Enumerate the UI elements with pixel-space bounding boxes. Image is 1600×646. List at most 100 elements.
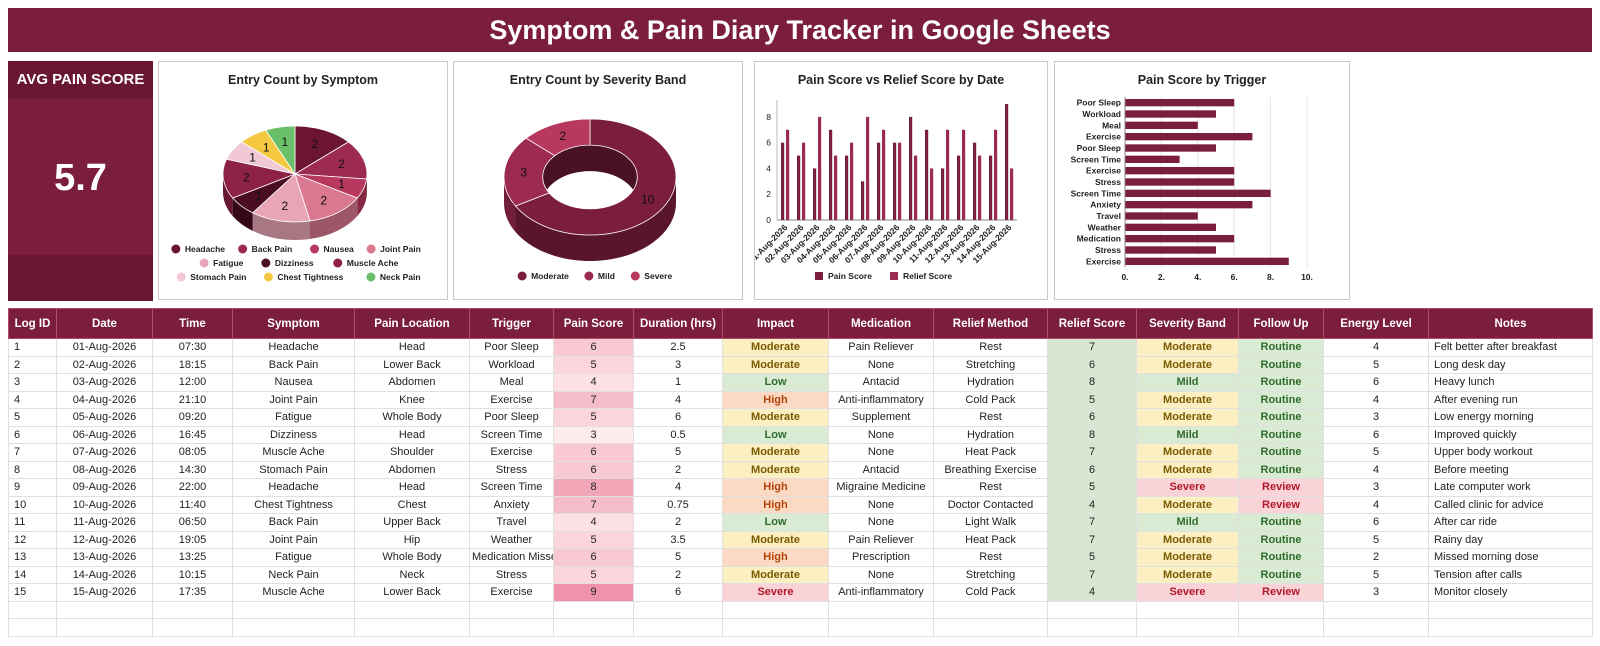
- cell-date[interactable]: 06-Aug-2026: [56, 425, 153, 444]
- cell-date[interactable]: 07-Aug-2026: [56, 443, 153, 462]
- empty-cell[interactable]: [152, 600, 233, 619]
- cell-relief-method[interactable]: Breathing Exercise: [933, 460, 1048, 479]
- cell-medication[interactable]: None: [828, 565, 934, 584]
- cell-relief-score[interactable]: 6: [1047, 460, 1137, 479]
- cell-severity-band[interactable]: Moderate: [1136, 355, 1239, 374]
- empty-cell[interactable]: [828, 600, 934, 619]
- column-header-log-id[interactable]: Log ID: [8, 308, 57, 339]
- cell-trigger[interactable]: Weather: [469, 530, 554, 549]
- cell-trigger[interactable]: Travel: [469, 513, 554, 532]
- cell-symptom[interactable]: Joint Pain: [232, 390, 355, 409]
- column-header-pain-location[interactable]: Pain Location: [354, 308, 470, 339]
- empty-cell[interactable]: [1323, 618, 1429, 637]
- empty-cell[interactable]: [1047, 618, 1137, 637]
- cell-symptom[interactable]: Dizziness: [232, 425, 355, 444]
- cell-severity-band[interactable]: Moderate: [1136, 408, 1239, 427]
- cell-impact[interactable]: High: [722, 478, 829, 497]
- cell-notes[interactable]: After car ride: [1428, 513, 1593, 532]
- column-header-energy-level[interactable]: Energy Level: [1323, 308, 1429, 339]
- cell-date[interactable]: 13-Aug-2026: [56, 548, 153, 567]
- cell-relief-method[interactable]: Rest: [933, 478, 1048, 497]
- cell-follow-up[interactable]: Review: [1238, 583, 1324, 602]
- cell-notes[interactable]: After evening run: [1428, 390, 1593, 409]
- column-header-duration-hrs[interactable]: Duration (hrs): [633, 308, 723, 339]
- cell-medication[interactable]: None: [828, 495, 934, 514]
- cell-relief-score[interactable]: 7: [1047, 513, 1137, 532]
- cell-relief-method[interactable]: Stretching: [933, 565, 1048, 584]
- cell-follow-up[interactable]: Routine: [1238, 443, 1324, 462]
- cell-duration-hrs[interactable]: 1: [633, 373, 723, 392]
- cell-duration-hrs[interactable]: 0.5: [633, 425, 723, 444]
- cell-notes[interactable]: Long desk day: [1428, 355, 1593, 374]
- column-header-notes[interactable]: Notes: [1428, 308, 1593, 339]
- cell-date[interactable]: 14-Aug-2026: [56, 565, 153, 584]
- cell-log-id[interactable]: 3: [8, 373, 57, 392]
- cell-log-id[interactable]: 11: [8, 513, 57, 532]
- cell-trigger[interactable]: Poor Sleep: [469, 338, 554, 357]
- cell-duration-hrs[interactable]: 3: [633, 355, 723, 374]
- cell-follow-up[interactable]: Routine: [1238, 338, 1324, 357]
- column-header-severity-band[interactable]: Severity Band: [1136, 308, 1239, 339]
- empty-cell[interactable]: [1428, 600, 1593, 619]
- cell-symptom[interactable]: Neck Pain: [232, 565, 355, 584]
- cell-pain-score[interactable]: 5: [553, 565, 634, 584]
- cell-impact[interactable]: Moderate: [722, 338, 829, 357]
- cell-pain-score[interactable]: 4: [553, 513, 634, 532]
- cell-relief-score[interactable]: 7: [1047, 443, 1137, 462]
- cell-energy-level[interactable]: 6: [1323, 373, 1429, 392]
- cell-time[interactable]: 19:05: [152, 530, 233, 549]
- cell-notes[interactable]: Tension after calls: [1428, 565, 1593, 584]
- symptom-pie-chart[interactable]: Entry Count by Symptom 2 2 1 2 2 1 2 1 1 1 Headache…: [158, 61, 448, 300]
- cell-follow-up[interactable]: Routine: [1238, 373, 1324, 392]
- cell-energy-level[interactable]: 5: [1323, 530, 1429, 549]
- cell-pain-score[interactable]: 7: [553, 495, 634, 514]
- cell-pain-location[interactable]: Lower Back: [354, 355, 470, 374]
- cell-symptom[interactable]: Stomach Pain: [232, 460, 355, 479]
- cell-pain-location[interactable]: Head: [354, 425, 470, 444]
- cell-medication[interactable]: Pain Reliever: [828, 530, 934, 549]
- cell-relief-score[interactable]: 7: [1047, 338, 1137, 357]
- cell-follow-up[interactable]: Review: [1238, 495, 1324, 514]
- empty-cell[interactable]: [152, 618, 233, 637]
- cell-relief-score[interactable]: 7: [1047, 565, 1137, 584]
- cell-time[interactable]: 07:30: [152, 338, 233, 357]
- empty-cell[interactable]: [553, 600, 634, 619]
- cell-date[interactable]: 12-Aug-2026: [56, 530, 153, 549]
- cell-time[interactable]: 12:00: [152, 373, 233, 392]
- cell-medication[interactable]: None: [828, 513, 934, 532]
- cell-relief-score[interactable]: 6: [1047, 408, 1137, 427]
- cell-relief-score[interactable]: 6: [1047, 355, 1137, 374]
- empty-cell[interactable]: [1428, 618, 1593, 637]
- empty-cell[interactable]: [56, 600, 153, 619]
- cell-medication[interactable]: Antacid: [828, 460, 934, 479]
- cell-energy-level[interactable]: 6: [1323, 513, 1429, 532]
- cell-pain-location[interactable]: Neck: [354, 565, 470, 584]
- cell-severity-band[interactable]: Severe: [1136, 478, 1239, 497]
- cell-time[interactable]: 06:50: [152, 513, 233, 532]
- cell-date[interactable]: 08-Aug-2026: [56, 460, 153, 479]
- cell-follow-up[interactable]: Routine: [1238, 425, 1324, 444]
- cell-medication[interactable]: Pain Reliever: [828, 338, 934, 357]
- cell-notes[interactable]: Missed morning dose: [1428, 548, 1593, 567]
- cell-duration-hrs[interactable]: 2: [633, 460, 723, 479]
- cell-trigger[interactable]: Exercise: [469, 583, 554, 602]
- cell-trigger[interactable]: Stress: [469, 565, 554, 584]
- cell-pain-location[interactable]: Whole Body: [354, 408, 470, 427]
- cell-impact[interactable]: Low: [722, 513, 829, 532]
- cell-energy-level[interactable]: 4: [1323, 460, 1429, 479]
- cell-severity-band[interactable]: Severe: [1136, 583, 1239, 602]
- cell-relief-method[interactable]: Hydration: [933, 373, 1048, 392]
- cell-relief-score[interactable]: 5: [1047, 390, 1137, 409]
- cell-time[interactable]: 21:10: [152, 390, 233, 409]
- empty-cell[interactable]: [232, 600, 355, 619]
- severity-donut-chart[interactable]: Entry Count by Severity Band 10 3 2 Moderate…: [453, 61, 743, 300]
- cell-pain-score[interactable]: 5: [553, 408, 634, 427]
- cell-pain-score[interactable]: 9: [553, 583, 634, 602]
- cell-duration-hrs[interactable]: 5: [633, 548, 723, 567]
- cell-severity-band[interactable]: Moderate: [1136, 565, 1239, 584]
- cell-relief-score[interactable]: 8: [1047, 425, 1137, 444]
- column-header-date[interactable]: Date: [56, 308, 153, 339]
- cell-relief-method[interactable]: Hydration: [933, 425, 1048, 444]
- cell-severity-band[interactable]: Moderate: [1136, 443, 1239, 462]
- cell-notes[interactable]: Rainy day: [1428, 530, 1593, 549]
